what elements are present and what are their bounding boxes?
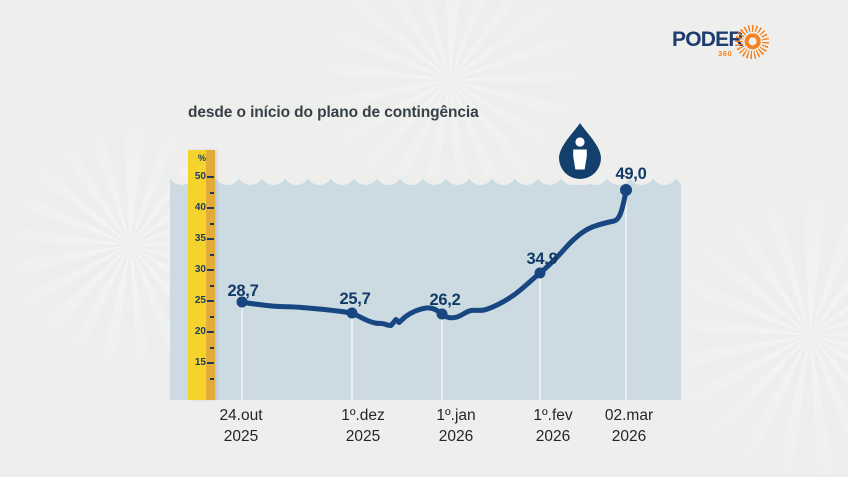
x-tick-date: 02.mar [604,407,654,424]
x-tick-02mar: 02.mar 2026 [581,405,677,447]
x-tick-year: 2026 [611,428,647,445]
y-tick-label-15: 15 [194,357,206,368]
x-tick-1fev: 1º.fev 2026 [505,405,601,447]
value-label-1fev: 34,9 [526,250,558,268]
x-tick-date: 1º.jan [436,407,476,424]
poder360-logo: PODER 360 [672,25,782,62]
logo-sunburst-icon [735,25,769,59]
value-label-1jan: 26,2 [429,291,461,309]
y-tick-label-25: 25 [194,295,206,306]
person-head [575,137,585,147]
y-axis-minor-ticks [210,191,214,396]
chart-title: desde o início do plano de contingência [188,104,479,121]
x-tick-date: 24.out [219,407,263,424]
y-tick-label-40: 40 [194,202,206,213]
x-tick-year: 2025 [345,428,381,445]
y-tick-label-20: 20 [194,326,206,337]
x-tick-24out: 24.out 2025 [193,405,289,447]
x-tick-date: 1º.dez [341,407,385,424]
x-tick-year: 2026 [535,428,571,445]
x-axis: 24.out 2025 1º.dez 2025 1º.jan 2026 1º.f… [0,405,848,453]
x-tick-1jan: 1º.jan 2026 [408,405,504,447]
y-axis-unit: % [197,153,206,163]
value-label-02mar: 49,0 [615,165,647,183]
y-tick-label-50: 50 [194,171,206,182]
water-drop-person-icon [559,123,601,179]
person-body [573,149,587,170]
y-tick-label-30: 30 [194,264,206,275]
x-tick-year: 2025 [223,428,259,445]
value-label-24out: 28,7 [227,282,259,300]
logo-wordmark: PODER [672,28,743,51]
y-axis-ruler: % 50 40 35 30 25 20 15 [188,150,215,400]
logo-360-label: 360 [718,49,733,58]
x-tick-1dez: 1º.dez 2025 [315,405,411,447]
value-label-1dez: 25,7 [339,290,371,308]
x-tick-year: 2026 [438,428,474,445]
x-tick-date: 1º.fev [533,407,573,424]
y-tick-label-35: 35 [194,233,206,244]
